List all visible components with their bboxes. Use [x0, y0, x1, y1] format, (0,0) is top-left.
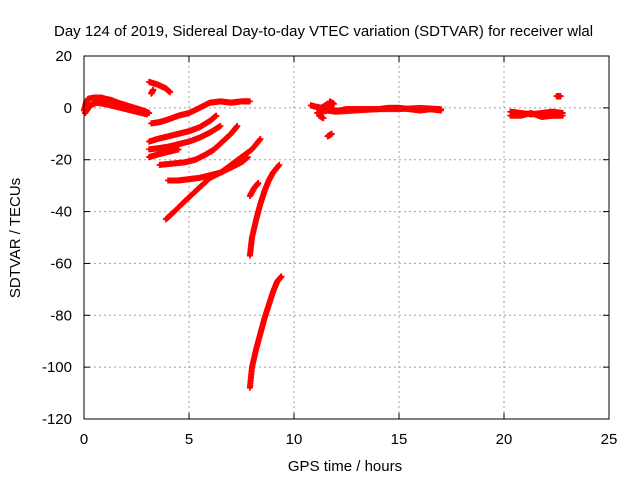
data-point [278, 273, 285, 280]
data-point [257, 135, 264, 142]
y-tick-label: 20 [55, 48, 72, 65]
x-tick-label: 20 [496, 431, 513, 448]
data-track [148, 86, 157, 97]
data-track [507, 110, 566, 120]
tick-labels: 0 5 10 15 20 25 20 0 -20 -40 -60 -80 -100 -120 [42, 48, 617, 448]
data-track [246, 273, 285, 391]
data-point [234, 123, 241, 130]
data-track [324, 130, 335, 140]
data-track [146, 146, 182, 161]
data-point [328, 130, 335, 137]
data-track [146, 112, 220, 145]
data-track [82, 99, 150, 118]
y-axis-label: SDTVAR / TECUs [7, 178, 24, 298]
data-point [276, 161, 283, 168]
data-track [246, 180, 262, 200]
data-track [326, 98, 337, 107]
data-track [148, 98, 253, 127]
x-tick-label: 15 [391, 431, 408, 448]
y-tick-label: -40 [50, 204, 72, 221]
data-point [217, 123, 224, 130]
data-point [255, 180, 262, 187]
data-point [175, 146, 182, 153]
data-track [553, 93, 564, 100]
data-point [150, 86, 157, 93]
data-track [162, 135, 264, 223]
y-tick-label: -100 [42, 359, 72, 376]
data-point [557, 93, 564, 100]
y-tick-label: 0 [64, 100, 72, 117]
x-tick-label: 10 [286, 431, 303, 448]
plot-frame [83, 55, 610, 420]
data-point [167, 89, 174, 96]
data-point [246, 98, 253, 105]
data-point [330, 100, 337, 107]
grid-lines [84, 56, 609, 419]
data-track [146, 78, 174, 96]
x-axis-label: GPS time / hours [288, 458, 402, 475]
chart-title: Day 124 of 2019, Sidereal Day-to-day VTE… [54, 23, 593, 40]
data-track [246, 161, 283, 259]
data-point [144, 111, 150, 118]
data-track [316, 112, 327, 122]
data-point [559, 112, 566, 119]
data-points [81, 78, 566, 391]
data-point [438, 106, 444, 113]
data-track [146, 123, 224, 153]
data-point [213, 112, 220, 119]
data-point [320, 115, 327, 122]
x-tick-label: 5 [185, 431, 193, 448]
y-tick-label: -80 [50, 307, 72, 324]
y-tick-label: -120 [42, 411, 72, 428]
y-tick-label: -60 [50, 255, 72, 272]
data-track [156, 123, 241, 168]
x-tick-label: 25 [601, 431, 618, 448]
y-tick-label: -20 [50, 152, 72, 169]
x-tick-label: 0 [80, 431, 88, 448]
